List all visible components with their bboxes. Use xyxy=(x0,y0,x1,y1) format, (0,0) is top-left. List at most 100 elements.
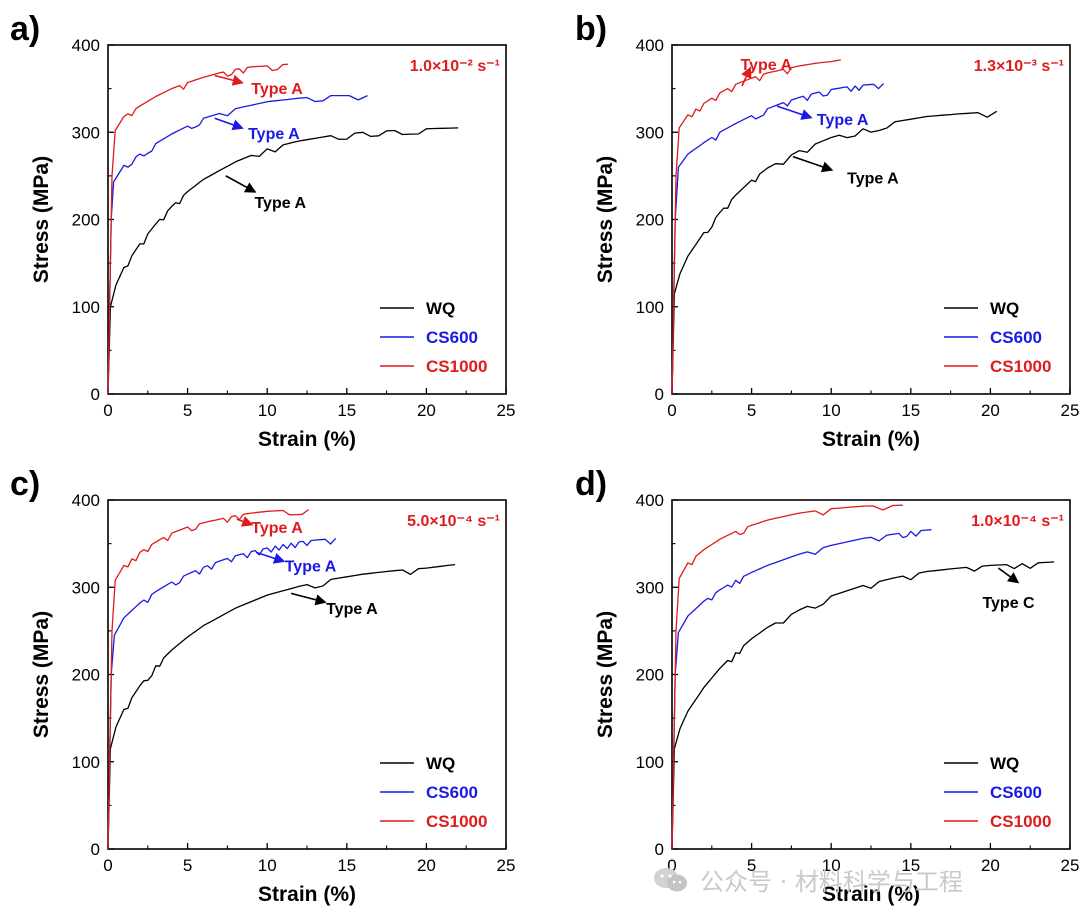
annotation-label: Type A xyxy=(847,171,899,188)
x-axis-title: Strain (%) xyxy=(258,428,356,451)
x-tick-label: 10 xyxy=(258,856,277,875)
series-line-wq xyxy=(671,561,1055,850)
legend-label-wq: WQ xyxy=(426,754,455,773)
y-tick-label: 400 xyxy=(72,36,100,55)
panel-label: c) xyxy=(10,465,40,503)
y-tick-label: 300 xyxy=(72,578,100,597)
x-tick-label: 15 xyxy=(901,856,920,875)
legend-label-cs600: CS600 xyxy=(990,783,1042,802)
series-line-cs1000 xyxy=(107,509,309,850)
y-tick-label: 300 xyxy=(72,123,100,142)
panel-label: d) xyxy=(575,465,607,503)
y-tick-label: 100 xyxy=(636,298,664,317)
annotation-label: Type A xyxy=(254,195,306,212)
x-tick-label: 20 xyxy=(417,856,436,875)
panel-label: b) xyxy=(575,10,607,48)
series-line-wq xyxy=(107,563,456,850)
strain-rate-label: 1.0×10⁻⁴ s⁻¹ xyxy=(971,513,1064,530)
legend-label-cs1000: CS1000 xyxy=(426,357,487,376)
legend-label-wq: WQ xyxy=(990,299,1019,318)
legend-label-wq: WQ xyxy=(426,299,455,318)
annotation-arrow xyxy=(225,175,257,193)
strain-rate-label: 1.3×10⁻³ s⁻¹ xyxy=(974,58,1064,75)
x-tick-label: 0 xyxy=(103,856,112,875)
series-line-wq xyxy=(671,110,998,395)
x-tick-label: 10 xyxy=(258,401,277,420)
x-tick-label: 15 xyxy=(337,401,356,420)
watermark-text: 公众号 · 材料科学与工程 xyxy=(700,868,963,896)
annotation-label: Type A xyxy=(251,81,303,98)
annotation-arrow xyxy=(236,516,254,527)
y-tick-label: 100 xyxy=(72,298,100,317)
x-tick-label: 20 xyxy=(981,401,1000,420)
y-tick-label: 0 xyxy=(655,385,664,404)
y-axis-title: Stress (MPa) xyxy=(30,156,53,283)
series-line-wq xyxy=(107,127,459,395)
chart-panel-b: b) 0 5 10 15 20 25 0 100 200 300 400 Strain (%) Stres… xyxy=(575,10,1079,451)
x-tick-label: 5 xyxy=(747,856,756,875)
panel-label: a) xyxy=(10,10,40,48)
x-tick-label: 5 xyxy=(183,856,192,875)
x-tick-label: 10 xyxy=(822,856,841,875)
legend-label-cs1000: CS1000 xyxy=(426,812,487,831)
annotation-arrow xyxy=(741,66,752,87)
annotation-label: Type A xyxy=(817,112,869,129)
x-tick-label: 0 xyxy=(667,856,676,875)
y-tick-label: 0 xyxy=(91,840,100,859)
watermark: 公众号 · 材料科学与工程 xyxy=(652,862,963,897)
annotation-arrow xyxy=(776,105,813,120)
legend-label-wq: WQ xyxy=(990,754,1019,773)
annotation-label: Type A xyxy=(740,57,792,74)
y-tick-label: 400 xyxy=(72,491,100,510)
y-tick-label: 400 xyxy=(636,36,664,55)
chart-panel-a: a) 0 5 10 15 20 25 0 100 200 300 400 Strain (%) Stres… xyxy=(10,10,515,451)
annotation-label: Type A xyxy=(251,520,303,537)
x-tick-label: 0 xyxy=(667,401,676,420)
annotation-arrow xyxy=(997,567,1020,584)
annotation-arrow xyxy=(214,74,244,86)
annotation-label: Type C xyxy=(982,595,1035,612)
x-tick-label: 10 xyxy=(822,401,841,420)
strain-rate-label: 5.0×10⁻⁴ s⁻¹ xyxy=(407,513,500,530)
y-tick-label: 100 xyxy=(72,753,100,772)
y-tick-label: 100 xyxy=(636,753,664,772)
y-tick-label: 400 xyxy=(636,491,664,510)
series-line-cs600 xyxy=(671,82,885,395)
chart-panel-d: d) 0 5 10 15 20 25 0 100 200 300 400 Strain (%) Stres… xyxy=(575,465,1079,906)
legend-label-cs600: CS600 xyxy=(426,783,478,802)
wechat-icon xyxy=(654,867,687,891)
y-tick-label: 200 xyxy=(72,666,100,685)
x-tick-label: 25 xyxy=(497,856,516,875)
series-line-cs600 xyxy=(107,537,337,850)
y-tick-label: 200 xyxy=(636,666,664,685)
x-axis-title: Strain (%) xyxy=(258,883,356,906)
x-tick-label: 5 xyxy=(183,401,192,420)
legend-label-cs600: CS600 xyxy=(426,328,478,347)
annotation-label: Type A xyxy=(326,601,378,618)
x-tick-label: 0 xyxy=(103,401,112,420)
chart-panel-c: c) 0 5 10 15 20 25 0 100 200 300 400 Strain (%) Stres… xyxy=(10,465,515,906)
annotation-arrow xyxy=(255,551,286,564)
legend-label-cs1000: CS1000 xyxy=(990,812,1051,831)
legend-label-cs600: CS600 xyxy=(990,328,1042,347)
series-line-cs600 xyxy=(671,529,932,850)
annotation-label: Type A xyxy=(248,126,300,143)
y-tick-label: 300 xyxy=(636,123,664,142)
series-line-cs1000 xyxy=(107,63,288,395)
series-line-cs600 xyxy=(107,94,368,395)
y-tick-label: 200 xyxy=(72,211,100,230)
y-axis-title: Stress (MPa) xyxy=(594,611,617,738)
annotation-label: Type A xyxy=(285,558,337,575)
legend-label-cs1000: CS1000 xyxy=(990,357,1051,376)
series-line-cs1000 xyxy=(671,59,841,395)
x-tick-label: 25 xyxy=(1061,856,1080,875)
x-tick-label: 5 xyxy=(747,401,756,420)
x-tick-label: 15 xyxy=(337,856,356,875)
strain-rate-label: 1.0×10⁻² s⁻¹ xyxy=(410,58,500,75)
x-axis-title: Strain (%) xyxy=(822,883,920,906)
x-tick-label: 20 xyxy=(417,401,436,420)
y-tick-label: 0 xyxy=(655,840,664,859)
x-tick-label: 20 xyxy=(981,856,1000,875)
x-tick-label: 25 xyxy=(497,401,516,420)
